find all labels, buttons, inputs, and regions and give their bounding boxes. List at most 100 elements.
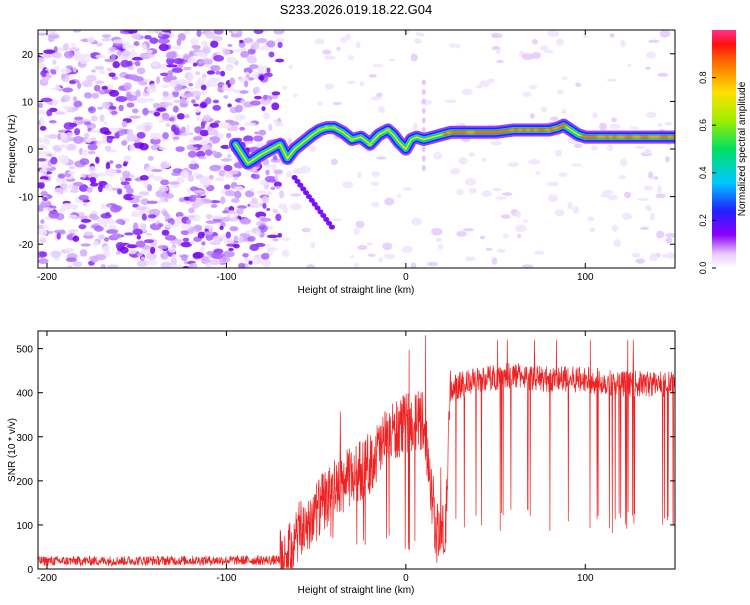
spectrogram-noise-blob <box>410 262 417 268</box>
spectrogram-noise-blob <box>455 44 460 49</box>
spectrogram-noise-blob <box>123 155 132 162</box>
spectrogram-noise-blob <box>72 261 83 267</box>
spectrogram-noise-blob <box>180 230 189 236</box>
spectrogram-noise-blob <box>63 43 69 51</box>
spectrogram-noise-blob <box>188 82 194 87</box>
spectrogram-noise-blob <box>469 187 477 194</box>
spectrogram-noise-blob <box>543 50 555 54</box>
spectrogram-noise-blob <box>39 168 48 176</box>
spectrogram-noise-blob <box>64 247 75 253</box>
spectrogram-noise-blob <box>144 34 152 40</box>
spectrogram-noise-blob <box>97 172 107 177</box>
spectrogram-noise-blob <box>207 128 218 136</box>
snr-x-tick-label: -200 <box>37 573 57 584</box>
spectrogram-noise-blob <box>38 224 44 230</box>
spectrogram-noise-blob <box>555 149 562 157</box>
spectrogram-noise-blob <box>606 78 617 82</box>
spectrogram-noise-blob <box>539 45 549 51</box>
spectrogram-noise-blob <box>610 117 618 123</box>
spectrogram-noise-blob <box>185 114 190 119</box>
spectrogram-noise-blob <box>254 242 266 248</box>
spectrogram-noise-blob <box>177 33 186 41</box>
spectrogram-noise-blob <box>558 172 568 177</box>
spectrogram-noise-blob <box>156 76 161 84</box>
spectrogram-noise-blob <box>38 57 46 63</box>
spectrogram-noise-blob <box>95 156 100 164</box>
spectrogram-noise-blob <box>105 161 111 170</box>
spectrogram-noise-blob <box>547 181 560 187</box>
spectrogram-noise-blob <box>116 49 122 56</box>
spectrogram-noise-blob <box>204 231 214 236</box>
spectrogram-noise-blob <box>401 245 413 254</box>
spectrogram-noise-blob <box>124 177 132 182</box>
spectrogram-noise-blob <box>168 181 180 185</box>
spectrogram-noise-blob <box>57 144 70 149</box>
spectrogram-noise-blob <box>263 158 270 167</box>
spectrogram-ridge-hotspot <box>482 131 488 134</box>
spectrogram-noise-blob <box>389 58 396 62</box>
spectrogram-ridge-hotspot <box>600 135 606 139</box>
spectrogram-streak-blob <box>421 79 426 86</box>
spectrogram-noise-blob <box>224 190 237 197</box>
spectrogram-noise-blob <box>496 59 504 63</box>
spectrogram-ridge-spot <box>385 128 391 132</box>
spectrogram-noise-blob <box>167 70 174 76</box>
spectrogram-ridge-hotspot <box>628 135 634 139</box>
spectrogram-noise-blob <box>81 173 87 179</box>
spectrogram-noise-blob <box>73 116 84 121</box>
spectrogram-noise-blob <box>238 235 245 244</box>
spectrogram-noise-blob <box>158 185 169 192</box>
spectrogram-noise-blob <box>286 171 293 178</box>
spectrogram-noise-blob <box>233 235 239 242</box>
spectrogram-noise-blob <box>171 90 180 98</box>
spectrogram-noise-blob <box>180 126 187 134</box>
spectrogram-ridge-spot <box>317 128 323 132</box>
snr-y-tick-label: 500 <box>16 345 33 356</box>
spectrogram-ridge-hotspot <box>446 131 452 135</box>
spectrogram-noise-blob <box>42 207 54 212</box>
spectrogram-x-tick-label: 100 <box>577 272 594 283</box>
spectrogram-noise-blob <box>88 214 97 219</box>
spectrogram-noise-blob <box>223 250 235 258</box>
spectrogram-ridge-hotspot <box>442 132 448 136</box>
spectrogram-noise-blob <box>108 89 120 97</box>
spectrogram-noise-blob <box>136 234 141 240</box>
spectrogram-noise-blob <box>135 240 146 248</box>
spectrogram-noise-blob <box>118 104 124 112</box>
spectrogram-noise-blob <box>613 239 622 248</box>
spectrogram-noise-blob <box>228 217 239 222</box>
spectrogram-noise-blob <box>166 64 178 68</box>
spectrogram-ridge-spot <box>349 137 355 142</box>
spectrogram-noise-blob <box>222 83 229 92</box>
spectrogram-noise-blob <box>215 70 221 75</box>
spectrogram-noise-blob <box>39 125 47 131</box>
spectrogram-noise-blob <box>48 230 54 235</box>
spectrogram-noise-blob <box>94 225 104 232</box>
spectrogram-ridge-hotspot <box>604 135 610 139</box>
spectrogram-ridge-hotspot <box>517 128 523 132</box>
spectrogram-noise-blob <box>256 190 267 194</box>
spectrogram-noise-blob <box>412 122 418 131</box>
spectrogram-noise-blob <box>359 80 365 87</box>
spectrogram-noise-blob <box>529 113 535 119</box>
colorbar-tick-label: 0.8 <box>698 71 708 84</box>
spectrogram-noise-blob <box>592 112 598 119</box>
spectrogram-noise-blob <box>479 235 486 240</box>
spectrogram-noise-blob <box>496 248 506 253</box>
snr-y-tick-label: 100 <box>16 521 33 532</box>
spectrogram-noise-blob <box>172 45 182 50</box>
spectrogram-noise-blob <box>134 60 141 67</box>
spectrogram-noise-blob <box>142 43 147 52</box>
spectrogram-noise-blob <box>336 46 341 51</box>
spectrogram-noise-blob <box>277 41 283 49</box>
spectrogram-noise-blob <box>116 188 123 195</box>
spectrogram-noise-blob <box>88 165 97 174</box>
spectrogram-ridge-hotspot <box>644 135 650 139</box>
spectrogram-y-label: Frequency (Hz) <box>7 115 18 184</box>
spectrogram-noise-blob <box>263 164 275 168</box>
spectrogram-noise-blob <box>94 65 105 70</box>
spectrogram-noise-blob <box>111 187 120 191</box>
spectrogram-noise-blob <box>195 71 201 76</box>
